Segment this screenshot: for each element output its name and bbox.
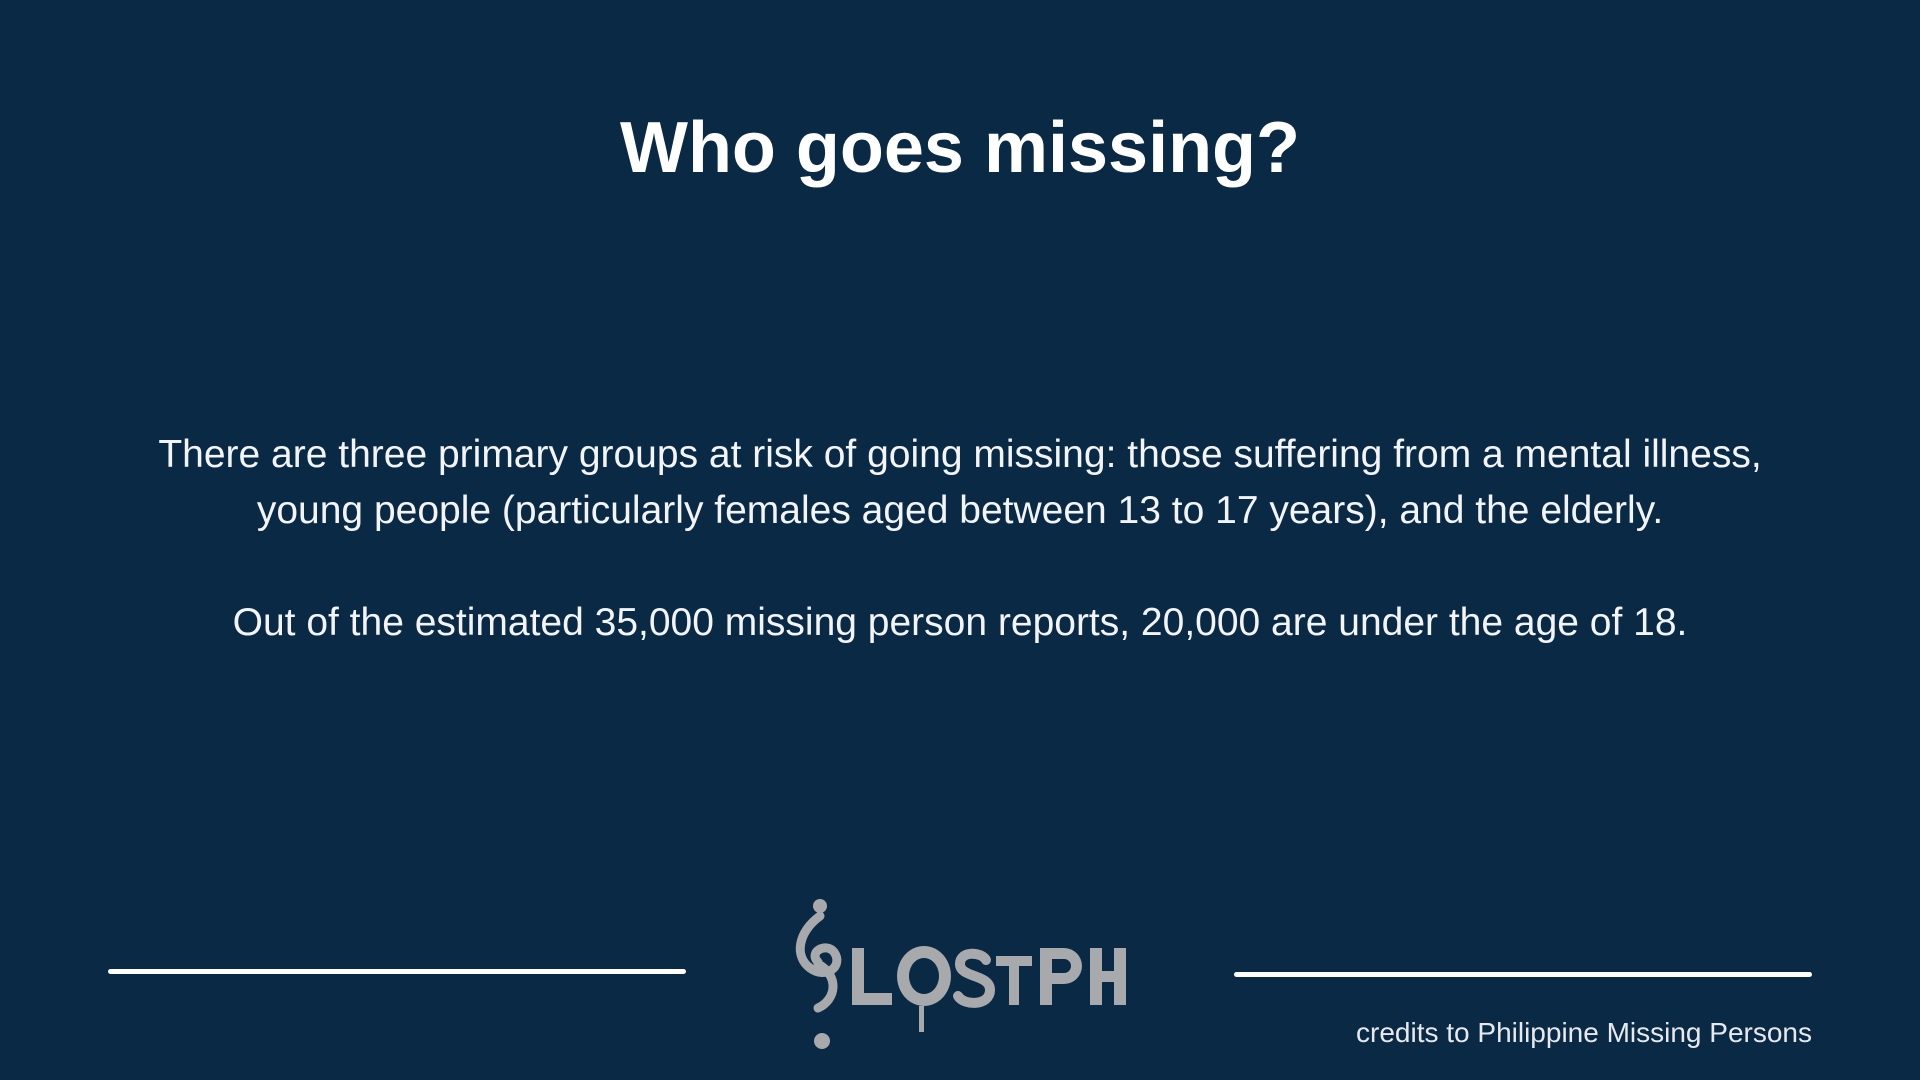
divider-left xyxy=(108,969,686,974)
body-paragraph: There are three primary groups at risk o… xyxy=(158,433,1762,532)
lostph-logo xyxy=(788,896,1128,1052)
body-paragraph: Out of the estimated 35,000 missing pers… xyxy=(232,601,1688,644)
slide-title: Who goes missing? xyxy=(619,108,1301,188)
credits-text: credits to Philippine Missing Persons xyxy=(1356,1017,1812,1048)
lostph-logo-graphic xyxy=(795,899,1126,1049)
question-mark-clef-icon xyxy=(795,899,842,1049)
divider-right xyxy=(1234,972,1812,977)
slide-body: There are three primary groups at risk o… xyxy=(100,427,1820,651)
logo-wordmark xyxy=(852,946,1126,1032)
